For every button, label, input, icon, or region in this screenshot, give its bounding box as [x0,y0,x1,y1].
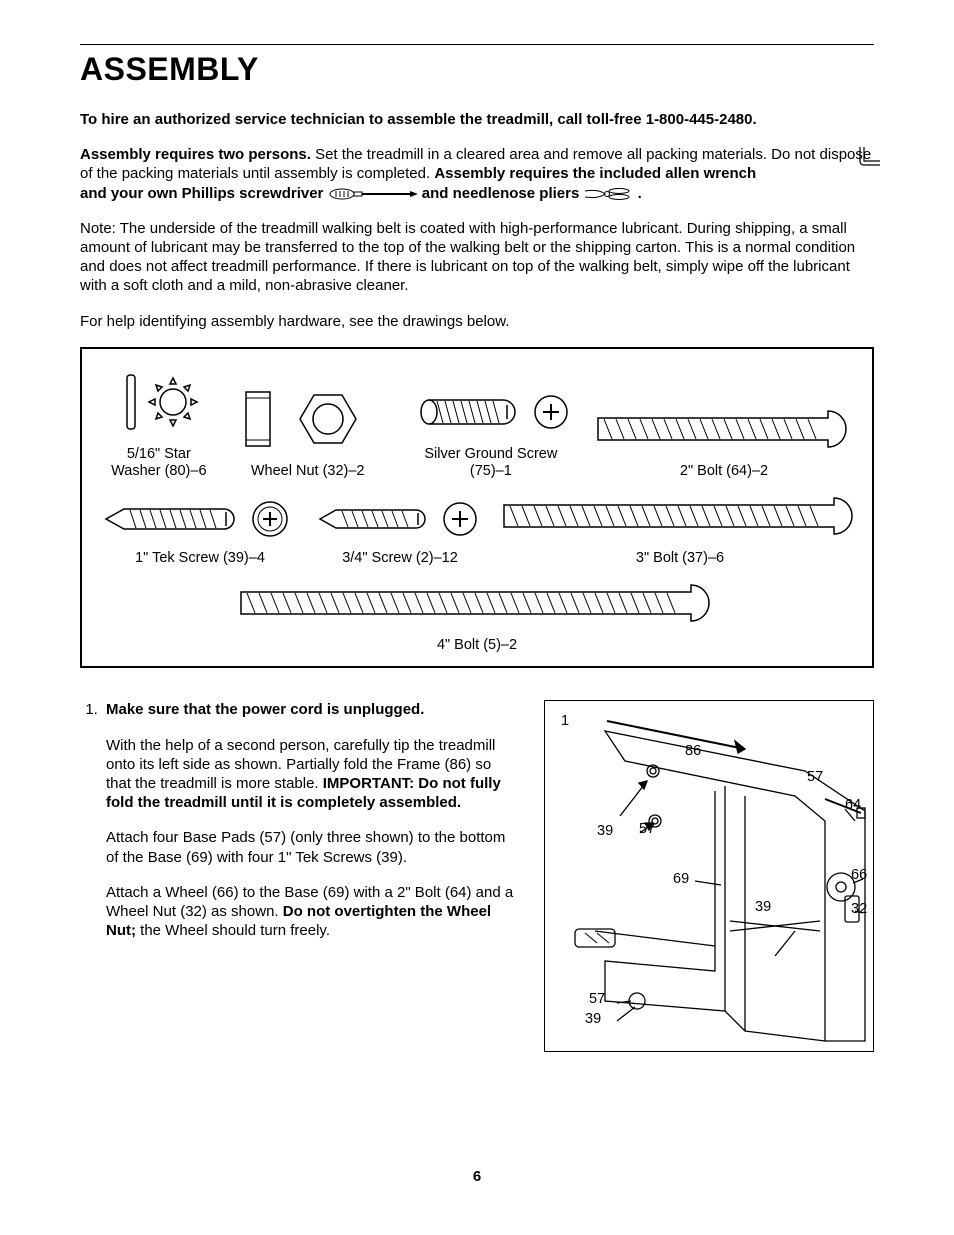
requires-para: Assembly requires two persons. Set the t… [80,145,874,203]
page: ASSEMBLY To hire an authorized service t… [0,0,954,1235]
wheel-nut-icon [228,384,388,454]
screw34-icon [310,497,490,541]
hw-star-washer: 5/16" Star Washer (80)–6 [100,367,218,481]
step1-head: Make sure that the power cord is unplugg… [106,701,424,718]
ground-screw-icon [401,387,581,437]
hw-screw34: 3/4" Screw (2)–12 [310,497,490,568]
step-1-text: Make sure that the power cord is unplugg… [80,700,516,1052]
top-rule [80,44,874,45]
hw-bolt2: 2" Bolt (64)–2 [594,404,854,481]
hardware-box: 5/16" Star Washer (80)–6 Wheel Nut (32)–… [80,347,874,669]
hw-tek-screw-label: 1" Tek Screw (39)–4 [100,550,300,567]
dlabel-64: 64 [845,797,861,813]
step1-p3c: the Wheel should turn freely. [136,922,330,939]
hw-ground-screw: Silver Ground Screw (75)–1 [398,387,584,481]
page-title: ASSEMBLY [80,51,874,88]
hw-ground-screw-label: Silver Ground Screw (75)–1 [398,446,584,481]
step1-p2: Attach four Base Pads (57) (only three s… [106,828,516,866]
screwdriver-icon [328,187,418,201]
hire-line: To hire an authorized service technician… [80,110,874,129]
hw-row-2: 1" Tek Screw (39)–4 3/4" Screw (2)–12 [100,491,854,568]
tek-screw-icon [100,497,300,541]
dlabel-39c: 39 [585,1011,601,1027]
req-bold1: Assembly requires two persons. [80,146,311,163]
hw-row-1: 5/16" Star Washer (80)–6 Wheel Nut (32)–… [100,367,854,481]
step-1-diagram: 1 86 57 64 39 57 69 66 39 32 57 39 [544,700,874,1052]
req-bold2c: and needlenose pliers [422,185,584,202]
bolt2-icon [594,404,854,454]
hw-star-washer-label: 5/16" Star Washer (80)–6 [100,446,218,481]
req-bold2a: Assembly requires the included allen wre… [434,165,756,182]
hw-bolt4: 4" Bolt (5)–2 [237,578,717,655]
step-1: Make sure that the power cord is unplugg… [80,700,874,1052]
note-para: Note: The underside of the treadmill wal… [80,219,874,296]
hw-bolt3: 3" Bolt (37)–6 [500,491,860,568]
dlabel-66: 66 [851,867,867,883]
dlabel-57a: 57 [807,769,823,785]
dlabel-1: 1 [561,713,569,729]
dlabel-32: 32 [851,901,867,917]
star-washer-icon [109,367,209,437]
hw-wheel-nut-label: Wheel Nut (32)–2 [228,463,388,480]
help-line: For help identifying assembly hardware, … [80,312,874,331]
allen-wrench-icon [854,145,884,167]
req-end: . [638,185,642,202]
hw-row-3: 4" Bolt (5)–2 [100,578,854,655]
dlabel-39b: 39 [755,899,771,915]
dlabel-39a: 39 [597,823,613,839]
bolt4-icon [237,578,717,628]
dlabel-57c: 57 [589,991,605,1007]
hw-tek-screw: 1" Tek Screw (39)–4 [100,497,300,568]
pliers-icon [583,187,633,201]
hw-bolt4-label: 4" Bolt (5)–2 [237,637,717,654]
dlabel-86: 86 [685,743,701,759]
hw-bolt2-label: 2" Bolt (64)–2 [594,463,854,480]
dlabel-69: 69 [673,871,689,887]
req-bold2b: and your own Phillips screwdriver [80,185,328,202]
dlabel-57b: 57 [639,821,655,837]
step-1-item: Make sure that the power cord is unplugg… [102,700,516,940]
hw-wheel-nut: Wheel Nut (32)–2 [228,384,388,481]
page-number: 6 [0,1168,954,1185]
hw-bolt3-label: 3" Bolt (37)–6 [500,550,860,567]
bolt3-icon [500,491,860,541]
hw-screw34-label: 3/4" Screw (2)–12 [310,550,490,567]
